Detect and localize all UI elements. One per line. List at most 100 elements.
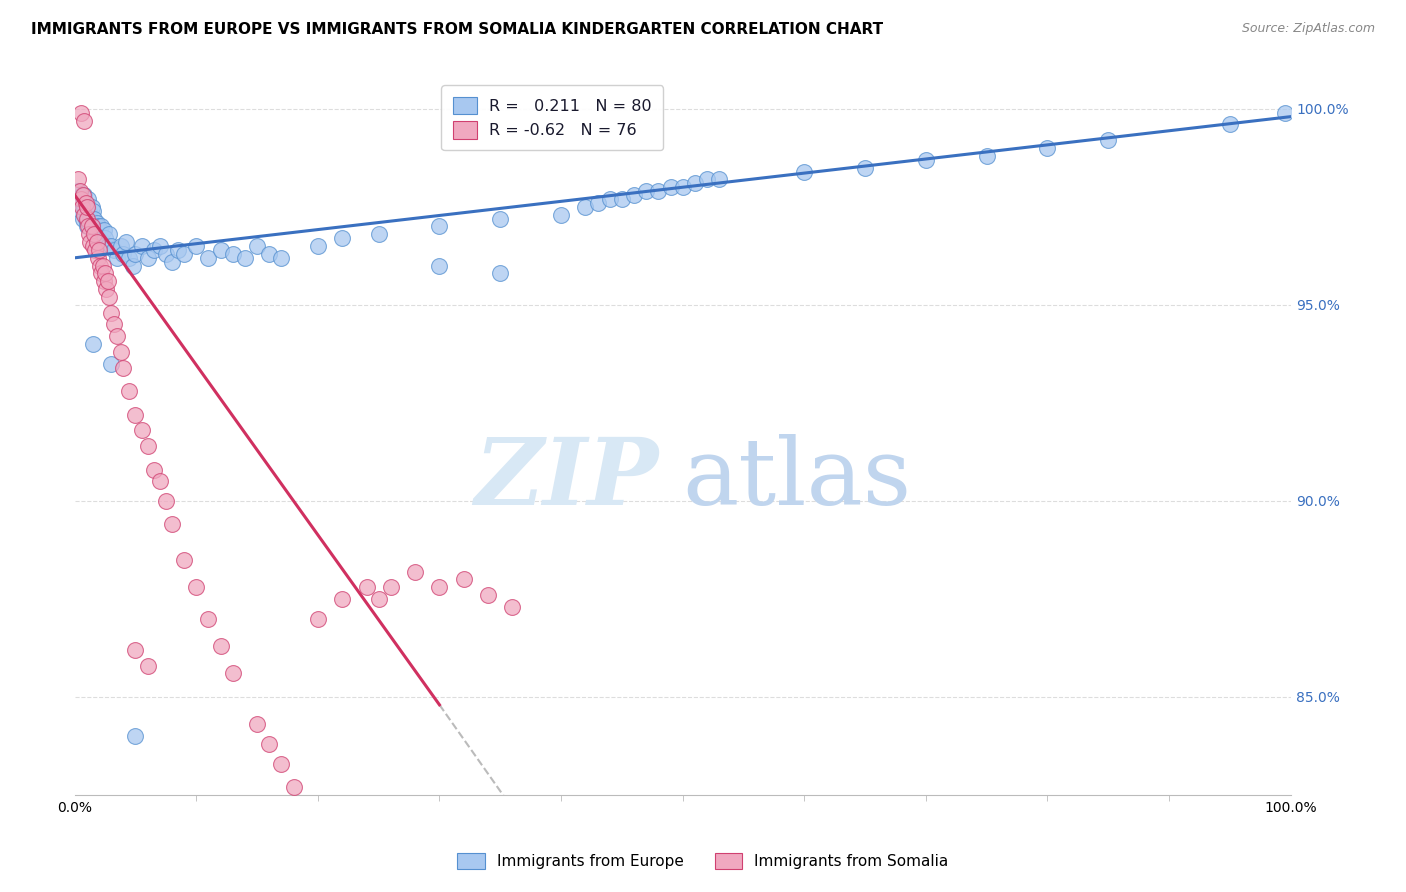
Point <box>477 588 499 602</box>
Point <box>222 666 245 681</box>
Point <box>233 251 256 265</box>
Point <box>186 239 208 253</box>
Point <box>283 780 305 794</box>
Point <box>330 591 353 606</box>
Point <box>367 227 389 242</box>
Point <box>87 219 110 234</box>
Point <box>89 223 111 237</box>
Point <box>853 161 876 175</box>
Point <box>136 439 159 453</box>
Point <box>75 195 97 210</box>
Point <box>69 184 91 198</box>
Point <box>82 203 104 218</box>
Point <box>160 254 183 268</box>
Legend: Immigrants from Europe, Immigrants from Somalia: Immigrants from Europe, Immigrants from … <box>451 847 955 875</box>
Point <box>155 247 177 261</box>
Point <box>82 219 104 234</box>
Point <box>73 208 96 222</box>
Point <box>118 251 141 265</box>
Point <box>86 235 108 249</box>
Point <box>647 184 669 198</box>
Point <box>67 172 90 186</box>
Point <box>100 306 122 320</box>
Point <box>100 239 122 253</box>
Point <box>80 219 103 234</box>
Point <box>77 203 100 218</box>
Point <box>96 239 118 253</box>
Point <box>429 259 451 273</box>
Point <box>489 211 512 226</box>
Point <box>77 219 100 234</box>
Point <box>94 231 117 245</box>
Point <box>404 565 426 579</box>
Point <box>683 177 706 191</box>
Point <box>122 259 145 273</box>
Point <box>73 113 96 128</box>
Point <box>149 475 172 489</box>
Point <box>131 423 153 437</box>
Point <box>149 239 172 253</box>
Point <box>453 572 475 586</box>
Point <box>84 227 107 242</box>
Text: atlas: atlas <box>683 434 912 524</box>
Point <box>87 243 110 257</box>
Point <box>93 274 115 288</box>
Point <box>142 462 165 476</box>
Point <box>77 215 100 229</box>
Point <box>659 180 682 194</box>
Point <box>90 267 112 281</box>
Text: IMMIGRANTS FROM EUROPE VS IMMIGRANTS FROM SOMALIA KINDERGARTEN CORRELATION CHART: IMMIGRANTS FROM EUROPE VS IMMIGRANTS FRO… <box>31 22 883 37</box>
Point <box>110 345 132 359</box>
Point <box>76 219 98 234</box>
Point <box>70 200 93 214</box>
Point <box>79 211 101 226</box>
Point <box>429 580 451 594</box>
Point <box>97 227 120 242</box>
Point <box>1097 133 1119 147</box>
Point <box>330 231 353 245</box>
Legend: R =   0.211   N = 80, R = -0.62   N = 76: R = 0.211 N = 80, R = -0.62 N = 76 <box>441 86 664 150</box>
Point <box>246 239 269 253</box>
Point <box>93 223 115 237</box>
Point <box>173 553 195 567</box>
Point <box>197 251 219 265</box>
Point <box>197 611 219 625</box>
Point <box>77 203 100 218</box>
Point <box>246 717 269 731</box>
Point <box>97 290 120 304</box>
Point <box>270 756 292 771</box>
Point <box>489 267 512 281</box>
Point <box>69 192 91 206</box>
Point <box>574 200 596 214</box>
Point <box>89 259 111 273</box>
Point <box>91 235 114 249</box>
Point <box>1219 118 1241 132</box>
Point <box>599 192 621 206</box>
Point <box>91 259 114 273</box>
Point <box>124 408 146 422</box>
Point <box>209 243 232 257</box>
Point <box>112 247 135 261</box>
Point <box>131 239 153 253</box>
Point <box>69 105 91 120</box>
Point <box>105 329 128 343</box>
Point <box>136 251 159 265</box>
Point <box>1274 105 1296 120</box>
Point <box>83 211 105 226</box>
Point <box>257 737 280 751</box>
Point <box>87 231 110 245</box>
Point <box>586 195 609 210</box>
Point <box>136 658 159 673</box>
Point <box>118 384 141 398</box>
Point <box>142 243 165 257</box>
Point <box>294 799 316 814</box>
Point <box>270 251 292 265</box>
Point <box>73 200 96 214</box>
Text: ZIP: ZIP <box>474 434 658 524</box>
Point <box>69 203 91 218</box>
Point <box>222 247 245 261</box>
Point <box>103 243 125 257</box>
Point <box>84 243 107 257</box>
Point <box>76 211 98 226</box>
Point <box>1036 141 1059 155</box>
